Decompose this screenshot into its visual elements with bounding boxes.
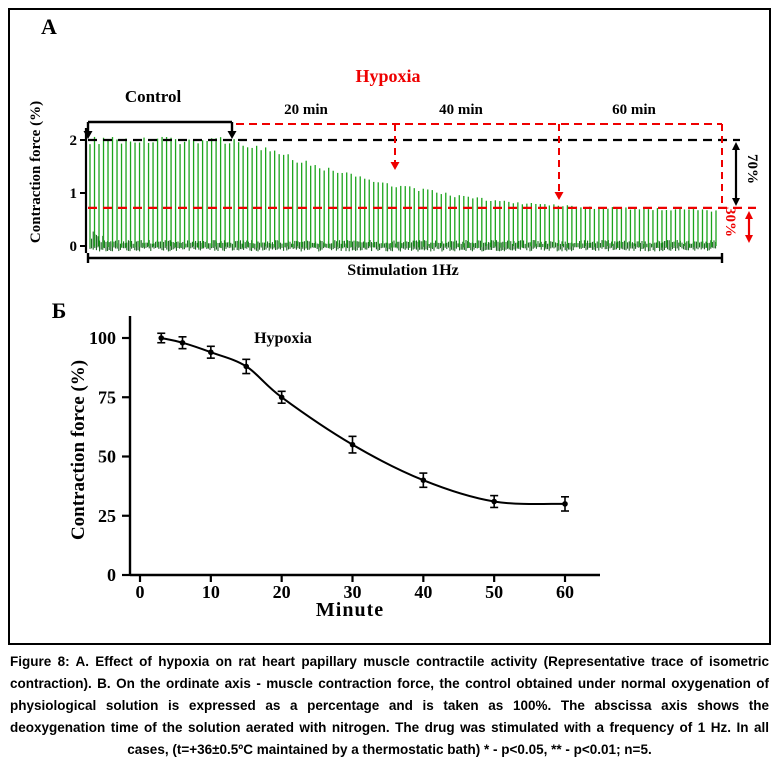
panel-b-ytick: 25 <box>98 506 116 526</box>
panel-b-ytick: 0 <box>107 565 116 585</box>
panel-a-stimulation-label: Stimulation 1Hz <box>347 262 459 279</box>
panel-a-ytick: 0 <box>70 239 78 255</box>
panel-a-plot: 0 1 2 <box>70 120 756 263</box>
panel-a-label: A <box>41 14 57 39</box>
panel-a-y-axis-title: Contraction force (%) <box>28 100 44 244</box>
panel-a-ytick: 1 <box>70 186 78 202</box>
panel-b-xtick: 50 <box>485 582 503 602</box>
panel-a-30pct-label: 30% <box>722 207 738 237</box>
panel-b-label: Б <box>51 298 67 323</box>
panel-b-data-point <box>349 441 356 448</box>
panel-b-xtick: 10 <box>202 582 220 602</box>
panel-b-xtick: 40 <box>414 582 432 602</box>
panel-a-hypoxia-title: Hypoxia <box>355 66 421 86</box>
panel-b-ytick: 100 <box>89 328 116 348</box>
panel-b-data-point <box>179 339 186 346</box>
panel-a-time-20min-label: 20 min <box>284 102 328 118</box>
panel-a-70pct-label: 70% <box>744 154 760 184</box>
panel-b-xtick: 60 <box>556 582 574 602</box>
panel-b-curve <box>161 337 566 506</box>
panel-b-ytick: 50 <box>98 447 116 467</box>
panel-b-ytick: 75 <box>98 387 116 407</box>
panel-b-plot: 0 10 20 30 40 50 60 0 25 50 75 100 <box>89 316 600 602</box>
panel-a-ytick: 2 <box>70 133 78 149</box>
panel-b-data-point <box>562 501 568 507</box>
panel-b-data-point <box>491 498 497 505</box>
panel-b-data-point <box>208 349 214 356</box>
panel-b-data-point <box>243 363 250 370</box>
panel-a-time-60min-label: 60 min <box>612 102 656 118</box>
panel-a-control-label: Control <box>124 87 182 106</box>
panel-b-data-point <box>158 335 165 341</box>
panel-a-time-40min-label: 40 min <box>439 102 483 118</box>
panel-b-xtick: 0 <box>136 582 145 602</box>
panel-b-y-axis-title: Contraction force (%) <box>68 359 89 541</box>
panel-b-data-point <box>278 394 285 401</box>
panel-b-xtick: 20 <box>273 582 291 602</box>
panel-b-data-point <box>420 477 427 484</box>
panel-b-xtick: 30 <box>344 582 362 602</box>
panel-b-x-axis-title: Minute <box>315 599 385 621</box>
panel-b-hypoxia-annotation: Hypoxia <box>254 330 312 347</box>
figure-caption: Figure 8: A. Effect of hypoxia on rat he… <box>10 654 769 757</box>
figure-box: 0 1 2 0 10 20 30 40 50 60 0 25 50 75 100 A Contraction… <box>8 8 771 645</box>
